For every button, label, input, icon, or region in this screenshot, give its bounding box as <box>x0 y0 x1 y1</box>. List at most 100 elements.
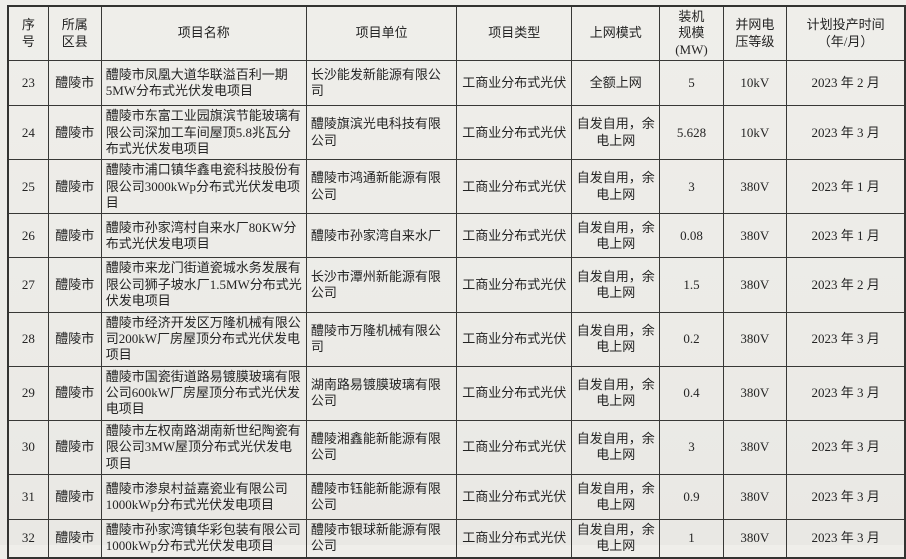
table-row: 27 醴陵市 醴陵市来龙门街道瓷城水务发展有限公司狮子坡水厂1.5MW分布式光伏发电… <box>7 257 906 313</box>
cell-capacity-mw: 0.08 <box>659 213 724 259</box>
cell-project-unit: 醴陵市鸿通新能源有限公司 <box>305 159 458 215</box>
cell-voltage-level: 380V <box>722 159 788 215</box>
header-row: 序 号所属 区县 项目名称 项目单位 项目类型 上网模式 装机 规模 (MW) 并网电 压等… <box>7 5 906 62</box>
cell-capacity-mw: 0.4 <box>659 365 724 421</box>
cell-index: 29 <box>7 365 49 421</box>
cell-project-type: 工商业分布式光伏 <box>456 213 573 259</box>
cell-index: 27 <box>7 257 49 313</box>
cell-voltage-level: 380V <box>722 419 788 475</box>
cell-project-name: 醴陵市孙家湾村自来水厂80KW分布式光伏发电项目 <box>100 213 307 259</box>
cell-project-name: 醴陵市来龙门街道瓷城水务发展有限公司狮子坡水厂1.5MW分布式光伏发电项目 <box>100 257 307 313</box>
cell-project-type: 工商业分布式光伏 <box>456 311 573 367</box>
cell-project-type: 工商业分布式光伏 <box>456 257 573 313</box>
cell-grid-mode: 全额上网 <box>571 60 661 107</box>
table-row: 32 醴陵市 醴陵市孙家湾镇华彩包装有限公司1000kWp分布式光伏发电项目 醴陵市银… <box>7 518 906 559</box>
cell-voltage-level: 380V <box>722 518 788 559</box>
cell-project-unit: 醴陵湘鑫能新能源有限公司 <box>305 419 458 475</box>
col-header-index: 序 号 <box>7 5 49 62</box>
cell-project-unit: 长沙能发新能源有限公司 <box>305 60 458 107</box>
cell-grid-mode: 自发自用，余电上网 <box>571 365 661 421</box>
cell-district: 醴陵市 <box>47 105 102 161</box>
cell-project-name: 醴陵市国瓷街道路易镀膜玻璃有限公司600kW厂房屋顶分布式光伏发电项目 <box>100 365 307 421</box>
col-header-voltage-level: 并网电 压等级 <box>722 5 788 62</box>
table-row: 30 醴陵市 醴陵市左权南路湖南新世纪陶瓷有限公司3MW屋顶分布式光伏发电项目 醴陵湘… <box>7 419 906 475</box>
cell-planned-date: 2023 年 3 月 <box>786 311 906 367</box>
table-body: 23 醴陵市 醴陵市凤凰大道华联溢百利一期5MW分布式光伏发电项目 长沙能发新能源有限… <box>7 60 906 559</box>
col-header-project-unit: 项目单位 <box>305 5 458 62</box>
cell-district: 醴陵市 <box>47 473 102 520</box>
cell-district: 醴陵市 <box>47 257 102 313</box>
cell-project-name: 醴陵市浦口镇华鑫电瓷科技股份有限公司3000kWp分布式光伏发电项目 <box>100 159 307 215</box>
cell-index: 30 <box>7 419 49 475</box>
cell-project-type: 工商业分布式光伏 <box>456 518 573 559</box>
cell-planned-date: 2023 年 1 月 <box>786 213 906 259</box>
cell-capacity-mw: 5 <box>659 60 724 107</box>
cell-voltage-level: 380V <box>722 365 788 421</box>
cell-grid-mode: 自发自用，余电上网 <box>571 311 661 367</box>
cell-project-unit: 长沙市潭州新能源有限公司 <box>305 257 458 313</box>
cell-project-name: 醴陵市凤凰大道华联溢百利一期5MW分布式光伏发电项目 <box>100 60 307 107</box>
table-row: 28 醴陵市 醴陵市经济开发区万隆机械有限公司200kW厂房屋顶分布式光伏发电项目醴… <box>7 311 906 367</box>
cell-project-unit: 醴陵市钰能新能源有限公司 <box>305 473 458 520</box>
cell-project-type: 工商业分布式光伏 <box>456 105 573 161</box>
col-header-project-type: 项目类型 <box>456 5 573 62</box>
cell-capacity-mw: 1.5 <box>659 257 724 313</box>
col-header-district: 所属 区县 <box>47 5 102 62</box>
cell-voltage-level: 10kV <box>722 105 788 161</box>
cell-planned-date: 2023 年 3 月 <box>786 419 906 475</box>
cell-planned-date: 2023 年 3 月 <box>786 473 906 520</box>
table-row: 23 醴陵市 醴陵市凤凰大道华联溢百利一期5MW分布式光伏发电项目 长沙能发新能源有限… <box>7 60 906 107</box>
table-row: 31 醴陵市 醴陵市渗泉村益嘉瓷业有限公司1000kWp分布式光伏发电项目 醴陵市钰能… <box>7 473 906 520</box>
col-header-grid-mode: 上网模式 <box>571 5 661 62</box>
cell-district: 醴陵市 <box>47 365 102 421</box>
cell-capacity-mw: 3 <box>659 159 724 215</box>
cell-grid-mode: 自发自用，余电上网 <box>571 257 661 313</box>
scanned-document-page: 序 号所属 区县 项目名称 项目单位 项目类型 上网模式 装机 规模 (MW) 并网电 压等… <box>7 5 906 559</box>
table-row: 24 醴陵市 醴陵市东富工业园旗滨节能玻璃有限公司深加工车间屋顶5.8兆瓦分布式光伏… <box>7 105 906 161</box>
cell-grid-mode: 自发自用，余电上网 <box>571 105 661 161</box>
cell-planned-date: 2023 年 3 月 <box>786 365 906 421</box>
col-header-planned-date: 计划投产时间 （年/月） <box>786 5 906 62</box>
cell-grid-mode: 自发自用，余电上网 <box>571 213 661 259</box>
cell-project-unit: 醴陵市万隆机械有限公司 <box>305 311 458 367</box>
cell-district: 醴陵市 <box>47 60 102 107</box>
cell-index: 25 <box>7 159 49 215</box>
pv-project-table: 序 号所属 区县 项目名称 项目单位 项目类型 上网模式 装机 规模 (MW) 并网电 压等… <box>7 5 906 559</box>
cell-index: 28 <box>7 311 49 367</box>
cell-planned-date: 2023 年 3 月 <box>786 105 906 161</box>
cell-grid-mode: 自发自用，余电上网 <box>571 159 661 215</box>
cell-project-unit: 醴陵旗滨光电科技有限公司 <box>305 105 458 161</box>
cell-index: 24 <box>7 105 49 161</box>
cell-grid-mode: 自发自用，余电上网 <box>571 419 661 475</box>
cell-district: 醴陵市 <box>47 419 102 475</box>
table-row: 25 醴陵市 醴陵市浦口镇华鑫电瓷科技股份有限公司3000kWp分布式光伏发电项目醴… <box>7 159 906 215</box>
cell-capacity-mw: 0.9 <box>659 473 724 520</box>
cell-capacity-mw: 5.628 <box>659 105 724 161</box>
cell-project-name: 醴陵市经济开发区万隆机械有限公司200kW厂房屋顶分布式光伏发电项目 <box>100 311 307 367</box>
cell-project-type: 工商业分布式光伏 <box>456 365 573 421</box>
cell-index: 31 <box>7 473 49 520</box>
cell-district: 醴陵市 <box>47 311 102 367</box>
cell-grid-mode: 自发自用，余电上网 <box>571 473 661 520</box>
cell-project-name: 醴陵市渗泉村益嘉瓷业有限公司1000kWp分布式光伏发电项目 <box>100 473 307 520</box>
table-header: 序 号所属 区县 项目名称 项目单位 项目类型 上网模式 装机 规模 (MW) 并网电 压等… <box>7 5 906 62</box>
col-header-project-name: 项目名称 <box>100 5 307 62</box>
cell-project-name: 醴陵市孙家湾镇华彩包装有限公司1000kWp分布式光伏发电项目 <box>100 518 307 559</box>
cell-index: 32 <box>7 518 49 559</box>
cell-planned-date: 2023 年 1 月 <box>786 159 906 215</box>
cell-district: 醴陵市 <box>47 518 102 559</box>
cell-voltage-level: 10kV <box>722 60 788 107</box>
table-row: 26 醴陵市 醴陵市孙家湾村自来水厂80KW分布式光伏发电项目 醴陵市孙家湾自来水厂工… <box>7 213 906 259</box>
table-row: 29 醴陵市 醴陵市国瓷街道路易镀膜玻璃有限公司600kW厂房屋顶分布式光伏发电项目… <box>7 365 906 421</box>
col-header-capacity-mw: 装机 规模 (MW) <box>659 5 724 62</box>
cell-project-unit: 醴陵市银球新能源有限公司 <box>305 518 458 559</box>
cell-grid-mode: 自发自用，余电上网 <box>571 518 661 559</box>
cell-index: 26 <box>7 213 49 259</box>
cell-project-type: 工商业分布式光伏 <box>456 473 573 520</box>
cell-district: 醴陵市 <box>47 159 102 215</box>
cell-index: 23 <box>7 60 49 107</box>
cell-project-type: 工商业分布式光伏 <box>456 419 573 475</box>
cell-project-type: 工商业分布式光伏 <box>456 159 573 215</box>
cell-voltage-level: 380V <box>722 257 788 313</box>
cell-planned-date: 2023 年 3 月 <box>786 518 906 559</box>
